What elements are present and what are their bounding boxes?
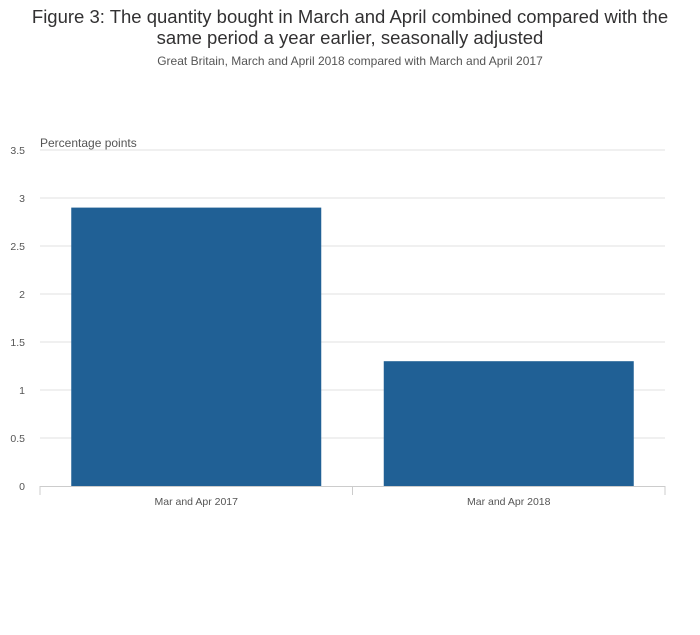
y-tick-label: 1 [19, 385, 25, 397]
y-tick-label: 3.5 [10, 145, 25, 157]
y-tick-label: 2.5 [10, 241, 25, 253]
y-axis-title: Percentage points [40, 136, 137, 150]
bar [71, 207, 322, 486]
y-tick-label: 0 [19, 481, 25, 493]
y-axis-ticks: 0 0.5 1 1.5 2 2.5 3 3.5 [10, 145, 25, 493]
chart-header: Figure 3: The quantity bought in March a… [0, 6, 700, 68]
x-tick-label: Mar and Apr 2018 [467, 496, 551, 508]
chart-subtitle: Great Britain, March and April 2018 comp… [157, 54, 543, 68]
y-tick-label: 3 [19, 193, 25, 205]
y-tick-label: 0.5 [10, 433, 25, 445]
y-tick-label: 1.5 [10, 337, 25, 349]
chart-title: Figure 3: The quantity bought in March a… [31, 6, 669, 48]
y-tick-label: 2 [19, 289, 25, 301]
x-tick-label: Mar and Apr 2017 [155, 496, 239, 508]
bars [71, 207, 634, 486]
x-axis: Mar and Apr 2017 Mar and Apr 2018 [39, 486, 666, 508]
bar [383, 361, 634, 486]
